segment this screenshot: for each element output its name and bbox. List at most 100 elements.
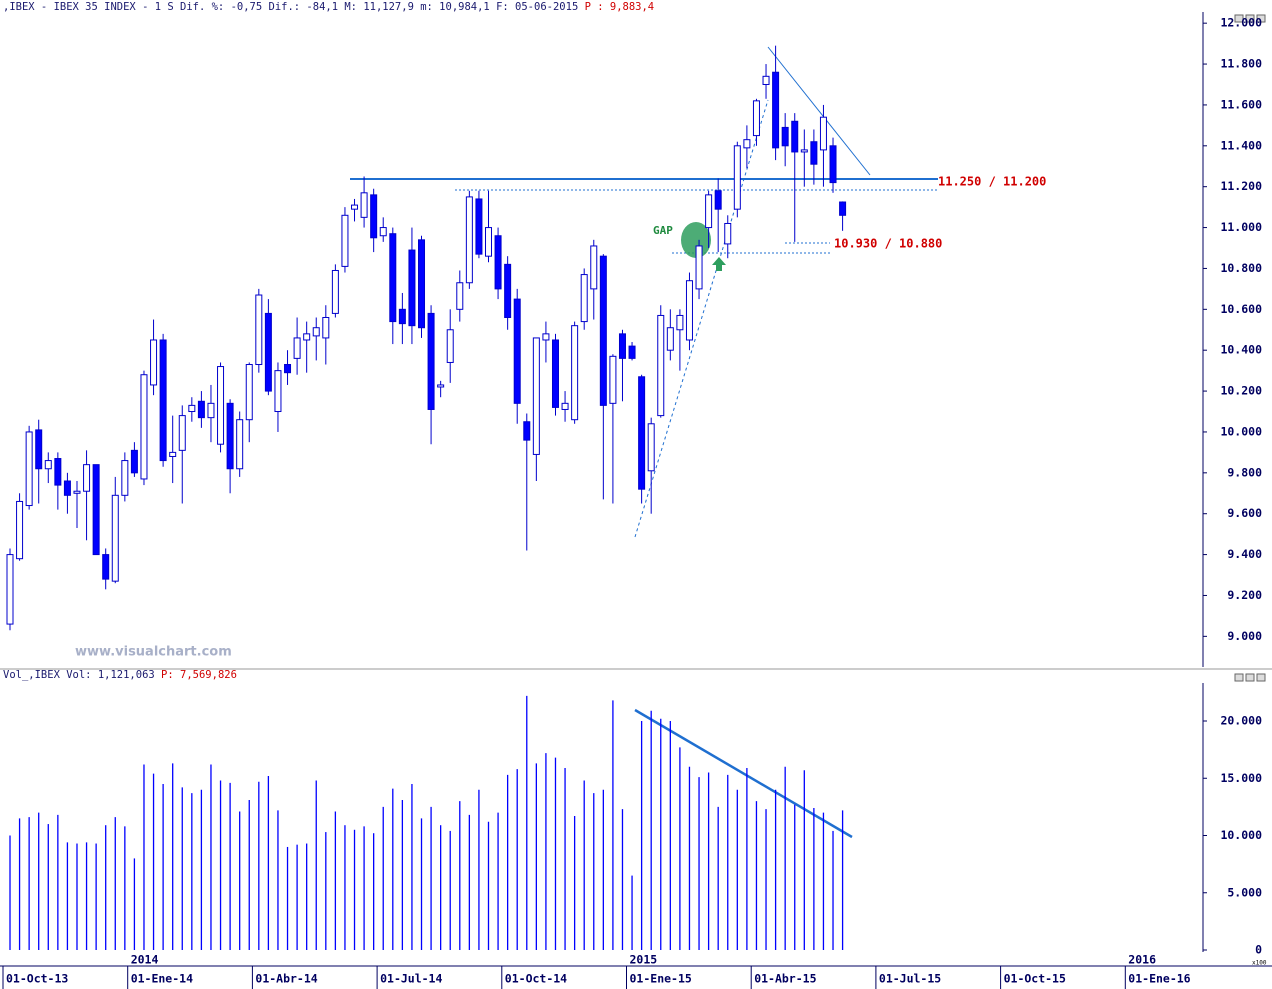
- candle-body: [523, 421, 531, 441]
- candle-body: [408, 249, 416, 327]
- candle-body: [446, 329, 454, 363]
- x-tick-label: 01-Ene-14: [131, 972, 193, 986]
- candle-body: [150, 339, 158, 386]
- candle-body: [743, 139, 751, 149]
- x-tick-label: 01-Abr-15: [754, 972, 816, 986]
- button[interactable]: [1234, 14, 1244, 23]
- candle-body: [207, 402, 215, 419]
- candle-body: [130, 449, 138, 474]
- candle-body: [638, 376, 646, 490]
- candle-body: [351, 204, 359, 210]
- candle-body: [312, 327, 320, 337]
- y-tick-label: 9.800: [1227, 465, 1262, 479]
- candle-body: [676, 314, 684, 331]
- candle-body: [360, 192, 368, 218]
- x-tick-label: 01-Jul-14: [380, 972, 442, 986]
- candle-body: [245, 364, 253, 421]
- candle-body: [580, 274, 588, 323]
- candle-body: [561, 402, 569, 410]
- candle-body: [618, 333, 626, 359]
- candle-body: [226, 402, 234, 470]
- candle-body: [494, 235, 502, 290]
- candle-body: [819, 116, 827, 151]
- x-tick-label: 01-Ene-16: [1128, 972, 1190, 986]
- y-tick-label: 0: [1255, 943, 1262, 957]
- candle-body: [485, 227, 492, 257]
- y-tick-label: 11.800: [1220, 57, 1262, 71]
- candle-body: [83, 464, 91, 492]
- candle-body: [236, 419, 244, 470]
- watermark: www.visualchart.com: [75, 645, 232, 660]
- y-tick-label: 9.200: [1227, 588, 1262, 602]
- panel-buttons[interactable]: [1234, 14, 1266, 682]
- candle-body: [724, 222, 732, 245]
- candle-body: [121, 460, 129, 496]
- candle-body: [331, 269, 339, 314]
- x-tick-label: 01-Oct-13: [6, 972, 68, 986]
- candle-body: [647, 423, 655, 472]
- button[interactable]: [1256, 673, 1266, 682]
- candle-body: [111, 494, 119, 582]
- candle-body: [398, 308, 406, 325]
- button[interactable]: [1245, 14, 1255, 23]
- candle-body: [810, 141, 818, 165]
- candle-body: [714, 190, 722, 210]
- candle-body: [733, 145, 741, 210]
- y-tick-label: 10.200: [1220, 384, 1262, 398]
- candle-body: [418, 239, 426, 329]
- gap-label: GAP: [653, 224, 673, 237]
- y-tick-label: 9.600: [1227, 506, 1262, 520]
- candle-body: [92, 464, 100, 556]
- candle-body: [475, 198, 483, 255]
- candle-body: [542, 333, 550, 341]
- price-header: ‚IBEX - IBEX 35 INDEX - 1 S Dif. %: -0,7…: [3, 1, 654, 13]
- y-tick-label: 10.800: [1220, 261, 1262, 275]
- y-tick-label: 10.600: [1220, 302, 1262, 316]
- candle-body: [504, 263, 512, 318]
- candle-body: [427, 312, 435, 410]
- y-tick-label: 11.200: [1220, 179, 1262, 193]
- candle-body: [781, 126, 789, 147]
- candle-body: [513, 298, 521, 404]
- candle-body: [752, 100, 760, 137]
- candle-body: [159, 339, 167, 462]
- candle-body: [6, 554, 14, 625]
- y-tick-label: 10.000: [1220, 828, 1262, 842]
- candle-body: [791, 120, 799, 153]
- button[interactable]: [1245, 673, 1255, 682]
- y-tick-label: 10.000: [1220, 424, 1262, 438]
- gap-marker: [681, 222, 711, 258]
- candle-body: [571, 325, 579, 421]
- candle-body: [303, 333, 311, 341]
- y-tick-label: 11.000: [1220, 220, 1262, 234]
- y-tick-label: 12.000: [1220, 16, 1262, 30]
- candle-body: [341, 214, 349, 267]
- candle-body: [800, 149, 808, 153]
- candle-body: [25, 431, 33, 507]
- candle-body: [772, 71, 780, 149]
- candle-body: [197, 400, 205, 419]
- candle-body: [102, 554, 110, 580]
- candle-body: [705, 194, 713, 229]
- uptrend-line: [634, 99, 769, 538]
- volume-header: Vol_,IBEX Vol: 1,121,063 P: 7,569,826: [3, 669, 237, 681]
- candle-body: [695, 245, 703, 290]
- button[interactable]: [1256, 14, 1266, 23]
- year-label: 2014: [131, 953, 159, 967]
- y-tick-label: 9.000: [1227, 629, 1262, 643]
- candle-body: [666, 327, 674, 351]
- candle-body: [284, 364, 292, 374]
- button[interactable]: [1234, 673, 1244, 682]
- candle-body: [140, 374, 148, 480]
- candle-body: [16, 500, 24, 560]
- candle-body: [599, 255, 607, 406]
- x-tick-label: 01-Oct-14: [505, 972, 567, 986]
- candle-body: [255, 294, 263, 366]
- candle-body: [54, 458, 62, 486]
- candle-body: [685, 280, 693, 341]
- candle-body: [264, 312, 272, 392]
- downtrend-line: [767, 46, 871, 176]
- candle-body: [217, 366, 225, 445]
- y-tick-label: 10.400: [1220, 343, 1262, 357]
- candle-body: [293, 337, 301, 359]
